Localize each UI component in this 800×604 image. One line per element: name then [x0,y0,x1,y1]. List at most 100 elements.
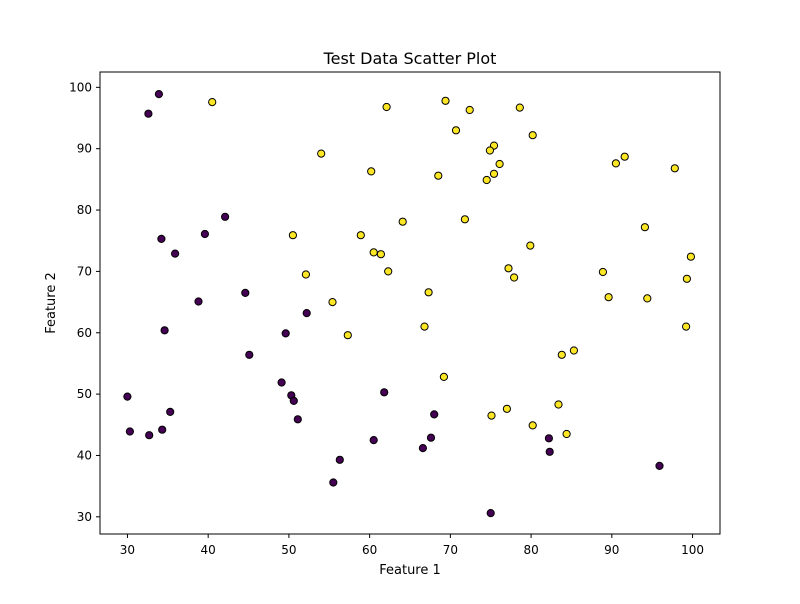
data-point [504,264,513,273]
data-point [489,169,499,178]
data-point [528,421,537,430]
y-tick-label: 100 [69,80,92,94]
data-point [528,131,537,140]
data-point [343,331,352,340]
x-tick-label: 30 [120,543,135,557]
data-point [160,326,169,335]
data-point [200,229,209,239]
data-point [166,407,175,416]
data-point [288,231,297,240]
x-tick-label: 40 [201,543,216,557]
data-point [194,297,203,306]
y-tick-label: 40 [77,448,92,462]
data-point [557,350,566,359]
plot-area-frame [99,71,721,535]
data-point [317,149,326,158]
y-tick-label: 70 [77,264,92,278]
data-point [369,436,378,445]
data-point [241,288,250,297]
data-point [369,248,378,257]
data-point [144,109,153,118]
data-point [460,215,469,224]
data-point [441,96,450,105]
y-tick-label: 50 [77,387,92,401]
x-tick-label: 100 [681,543,704,557]
x-tick-label: 90 [604,543,619,557]
data-point [502,404,511,413]
data-point [486,508,495,518]
data-point [356,231,365,240]
data-point [158,425,167,434]
points-layer [123,90,696,518]
data-point [289,396,298,405]
y-tick-label: 60 [77,326,92,340]
data-point [545,447,554,456]
data-point [398,217,407,226]
data-point [221,212,230,221]
data-point [682,274,692,283]
y-axis-label: Feature 2 [44,272,59,334]
data-point [482,175,491,185]
chart-title: Test Data Scatter Plot [323,49,497,68]
x-tick-label: 80 [523,543,538,557]
data-point [302,309,311,318]
data-point [604,293,613,302]
data-point [670,164,679,173]
x-tick-label: 60 [362,543,377,557]
data-point [145,431,154,440]
data-point [465,105,474,115]
data-point [686,252,696,261]
data-point [495,159,504,169]
data-point [487,411,496,420]
data-point [281,329,290,338]
x-axis: 30 40 50 60 70 80 90 100 [120,534,704,557]
data-point [123,392,132,401]
data-point [430,410,439,419]
data-point [598,267,608,277]
data-point [328,298,337,307]
data-point [418,444,427,453]
data-point [544,434,554,443]
data-point [426,433,436,442]
data-point [380,388,389,397]
data-point [367,167,376,176]
data-point [655,461,664,470]
data-point [554,400,563,409]
data-point [157,234,166,243]
data-point [485,146,494,155]
data-point [335,455,344,464]
data-point [569,346,579,355]
data-point [434,171,443,180]
data-point [382,102,391,112]
data-point [620,152,629,161]
data-point [451,126,461,135]
data-point [611,159,621,168]
data-point [384,267,393,276]
y-tick-label: 80 [77,203,92,217]
data-point [562,429,571,439]
data-point [439,372,448,381]
data-point [515,103,524,112]
x-axis-label: Feature 1 [379,563,441,578]
y-axis: 30 40 50 60 70 80 90 100 [69,80,100,524]
data-point [125,427,134,436]
data-point [154,90,163,99]
y-tick-label: 90 [77,142,92,156]
data-point [293,415,302,424]
data-point [420,322,429,331]
data-point [376,250,385,259]
x-tick-label: 50 [281,543,296,557]
data-point [329,478,338,487]
data-point [643,294,652,303]
data-point [301,270,310,279]
data-point [509,273,519,282]
data-point [245,350,254,359]
data-point [171,249,180,258]
data-point [208,98,217,107]
data-point [640,223,650,232]
data-point [526,241,535,250]
x-tick-label: 70 [443,543,458,557]
